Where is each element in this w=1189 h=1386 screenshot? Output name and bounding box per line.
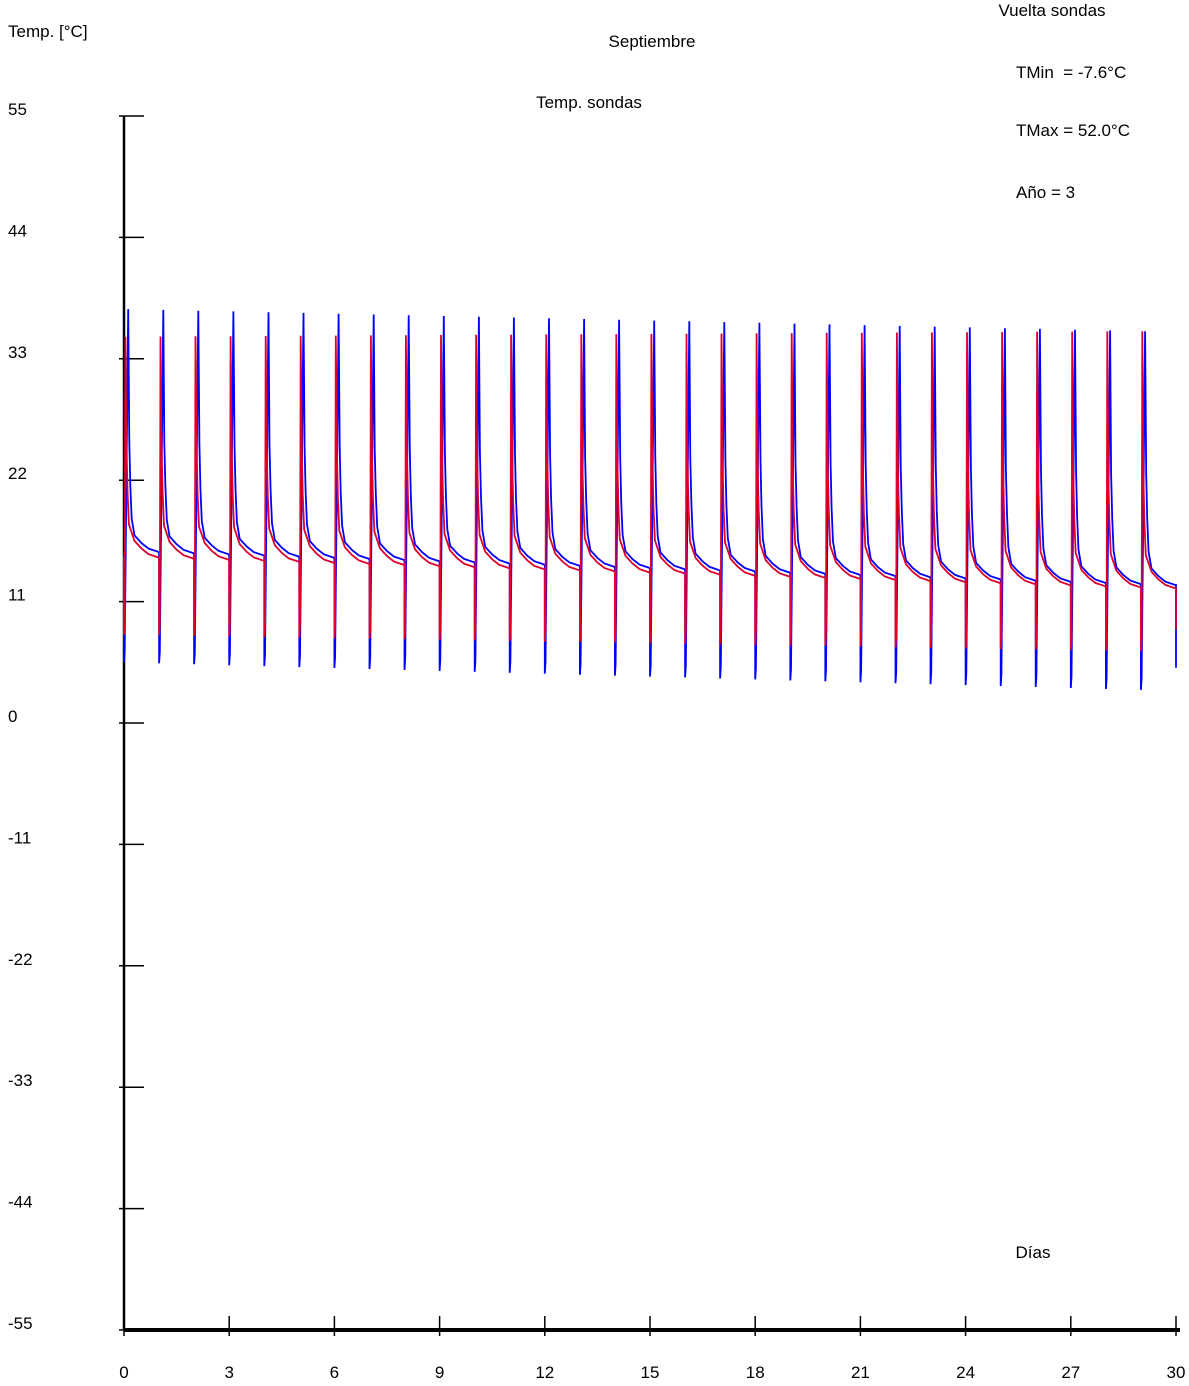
x-axis-label: Días xyxy=(1016,1243,1051,1262)
x-tick-label: 15 xyxy=(641,1363,660,1382)
y-tick-label: 33 xyxy=(8,343,27,362)
y-axis-label: Temp. [°C] xyxy=(8,22,88,41)
tmin-label: TMin = -7.6°C xyxy=(1016,63,1126,82)
x-tick-label: 0 xyxy=(119,1363,128,1382)
year-label: Año = 3 xyxy=(1016,183,1075,202)
axes-group: 55 44 33 22 11 0 -11 -22 -33 -44 -55 0 3 6 9 12 15 18 21 24… xyxy=(8,100,1185,1382)
y-tick-label: -22 xyxy=(8,950,33,969)
y-tick-label: 0 xyxy=(8,707,17,726)
y-tick-label: -33 xyxy=(8,1071,33,1090)
y-tick-label: -55 xyxy=(8,1314,33,1333)
info-heading: Vuelta sondas xyxy=(998,1,1105,20)
y-tick-label: 22 xyxy=(8,464,27,483)
y-tick-label: 11 xyxy=(8,586,26,605)
x-tick-label: 21 xyxy=(851,1363,870,1382)
series-layer xyxy=(123,309,1177,690)
y-tick-label: 44 xyxy=(8,221,27,240)
chart-month-title: Septiembre xyxy=(609,32,696,51)
y-tick-label: 55 xyxy=(8,100,27,119)
y-tick-label: -44 xyxy=(8,1193,33,1212)
tmax-label: TMax = 52.0°C xyxy=(1016,121,1130,140)
y-tick-label: -11 xyxy=(8,828,31,847)
x-tick-label: 30 xyxy=(1167,1363,1186,1382)
x-tick-label: 24 xyxy=(956,1363,975,1382)
x-tick-label: 6 xyxy=(330,1363,339,1382)
x-tick-label: 18 xyxy=(746,1363,765,1382)
x-tick-label: 27 xyxy=(1061,1363,1080,1382)
chart-subtitle: Temp. sondas xyxy=(536,93,642,112)
series-line-2 xyxy=(123,331,1177,652)
x-tick-label: 9 xyxy=(435,1363,444,1382)
x-tick-label: 3 xyxy=(224,1363,233,1382)
x-tick-label: 12 xyxy=(535,1363,554,1382)
